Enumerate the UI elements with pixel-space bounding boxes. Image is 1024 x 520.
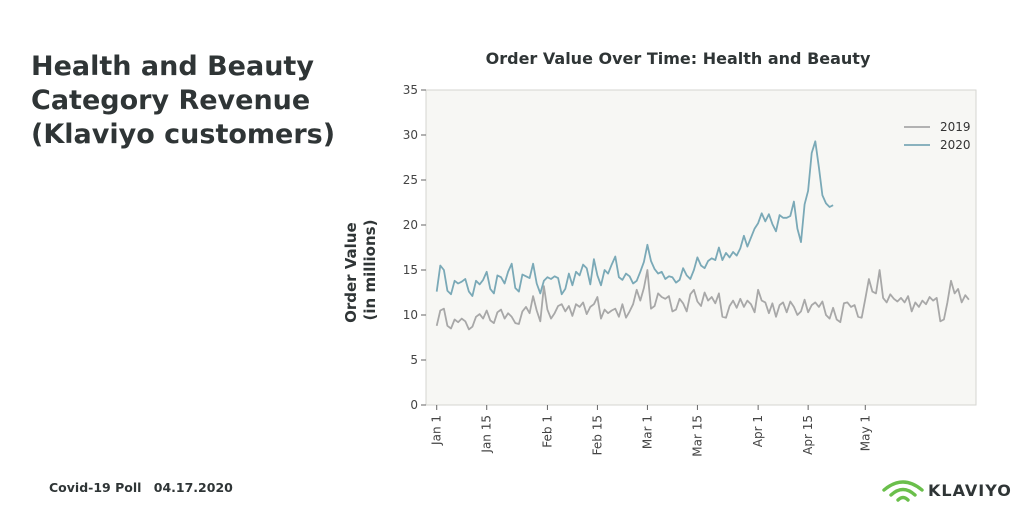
x-tick-label: Jan 1 bbox=[430, 415, 444, 446]
line-chart: Order Value Over Time: Health and Beauty… bbox=[342, 49, 977, 457]
y-axis-label-line2: (in millions) bbox=[361, 220, 379, 321]
plot-area bbox=[425, 89, 977, 406]
brand-logo[interactable]: KLAVIYO bbox=[882, 476, 1011, 506]
y-axis: 0 5 10 15 20 25 30 35 bbox=[403, 83, 426, 412]
page-headline: Health and Beauty Category Revenue (Klav… bbox=[31, 51, 336, 150]
legend-label-2019: 2019 bbox=[940, 120, 971, 134]
x-tick-label: Apr 15 bbox=[801, 415, 815, 455]
footer-note: Covid-19 Poll 04.17.2020 bbox=[49, 480, 241, 495]
x-tick-label: May 1 bbox=[858, 415, 872, 451]
series-line-2019 bbox=[435, 269, 970, 331]
y-tick-label: 15 bbox=[403, 263, 418, 277]
y-tick-label: 10 bbox=[403, 308, 418, 322]
x-tick-label: Mar 1 bbox=[640, 415, 654, 449]
x-tick-label: Feb 1 bbox=[540, 415, 554, 448]
y-tick-label: 35 bbox=[403, 83, 418, 97]
y-tick-label: 25 bbox=[403, 173, 418, 187]
x-axis: Jan 1 Jan 15 Feb 1 Feb 15 Mar 1 Mar 15 Apr 1 Ap… bbox=[430, 405, 872, 457]
series-lines bbox=[435, 140, 970, 331]
footer-label: Covid-19 Poll bbox=[49, 480, 142, 495]
y-tick-label: 0 bbox=[410, 398, 418, 412]
x-tick-label: Jan 15 bbox=[480, 415, 494, 454]
series-line-2020 bbox=[435, 140, 834, 298]
y-tick-label: 20 bbox=[403, 218, 418, 232]
chart-title: Order Value Over Time: Health and Beauty bbox=[486, 49, 871, 68]
brand-name: KLAVIYO bbox=[928, 481, 1012, 500]
klaviyo-wifi-icon bbox=[882, 480, 924, 502]
y-tick-label: 30 bbox=[403, 128, 418, 142]
footer-date: 04.17.2020 bbox=[153, 480, 233, 495]
x-tick-label: Mar 15 bbox=[690, 415, 704, 457]
chart-legend: 2019 2020 bbox=[904, 120, 971, 152]
y-axis-label: Order Value (in millions) bbox=[342, 217, 379, 323]
x-tick-label: Apr 1 bbox=[751, 415, 765, 447]
y-axis-label-line1: Order Value bbox=[342, 222, 360, 323]
legend-label-2020: 2020 bbox=[940, 138, 971, 152]
y-tick-label: 5 bbox=[410, 353, 418, 367]
x-tick-label: Feb 15 bbox=[590, 415, 604, 455]
